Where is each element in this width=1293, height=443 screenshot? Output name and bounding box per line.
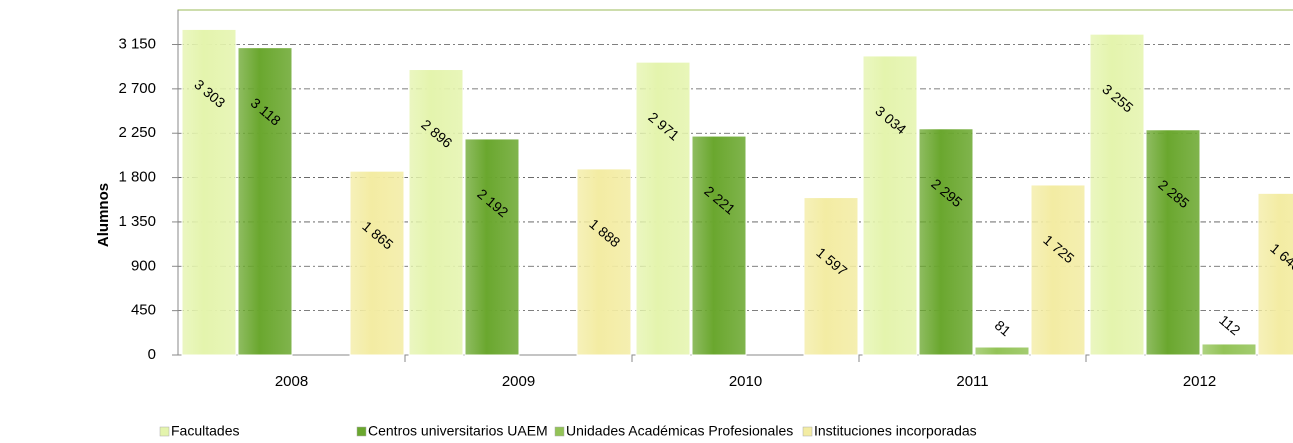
bar	[635, 61, 691, 356]
legend-label: Unidades Académicas Profesionales	[566, 423, 793, 439]
y-tick-label: 1 800	[118, 169, 156, 186]
y-axis-title: Alumnos	[95, 183, 112, 247]
x-tick-label: 2008	[275, 373, 308, 390]
bar	[1089, 33, 1145, 356]
bar	[862, 55, 918, 356]
y-tick-label: 0	[148, 346, 156, 363]
y-tick-label: 450	[131, 302, 156, 319]
x-tick-label: 2011	[956, 373, 988, 390]
bar	[1030, 184, 1086, 356]
bar	[1257, 192, 1293, 356]
x-tick-label: 2009	[502, 373, 535, 390]
y-tick-label: 900	[131, 257, 156, 274]
y-tick-label: 3 150	[118, 35, 156, 52]
bar	[918, 128, 974, 356]
legend-swatch	[159, 426, 170, 437]
bar	[1145, 129, 1201, 356]
bar	[237, 47, 293, 356]
legend-swatch	[356, 426, 367, 437]
legend-swatch	[554, 426, 565, 437]
x-tick-label: 2012	[1183, 373, 1216, 390]
bar	[803, 197, 859, 356]
legend-label: Facultades	[171, 423, 239, 439]
bar	[576, 168, 632, 356]
bar	[974, 346, 1030, 356]
data-label: 112	[1216, 312, 1244, 339]
bar	[1201, 343, 1257, 356]
legend-label: Centros universitarios UAEM	[368, 423, 548, 439]
legend-label: Instituciones incorporadas	[814, 423, 977, 439]
bar	[181, 28, 237, 356]
bar	[464, 138, 520, 356]
bar	[408, 69, 464, 356]
data-label: 81	[992, 317, 1014, 339]
legend-swatch	[802, 426, 813, 437]
x-tick-label: 2010	[729, 373, 762, 390]
y-tick-label: 2 250	[118, 124, 156, 141]
bar	[349, 170, 405, 356]
bar	[691, 135, 747, 356]
y-tick-label: 1 350	[118, 213, 156, 230]
y-tick-label: 2 700	[118, 80, 156, 97]
